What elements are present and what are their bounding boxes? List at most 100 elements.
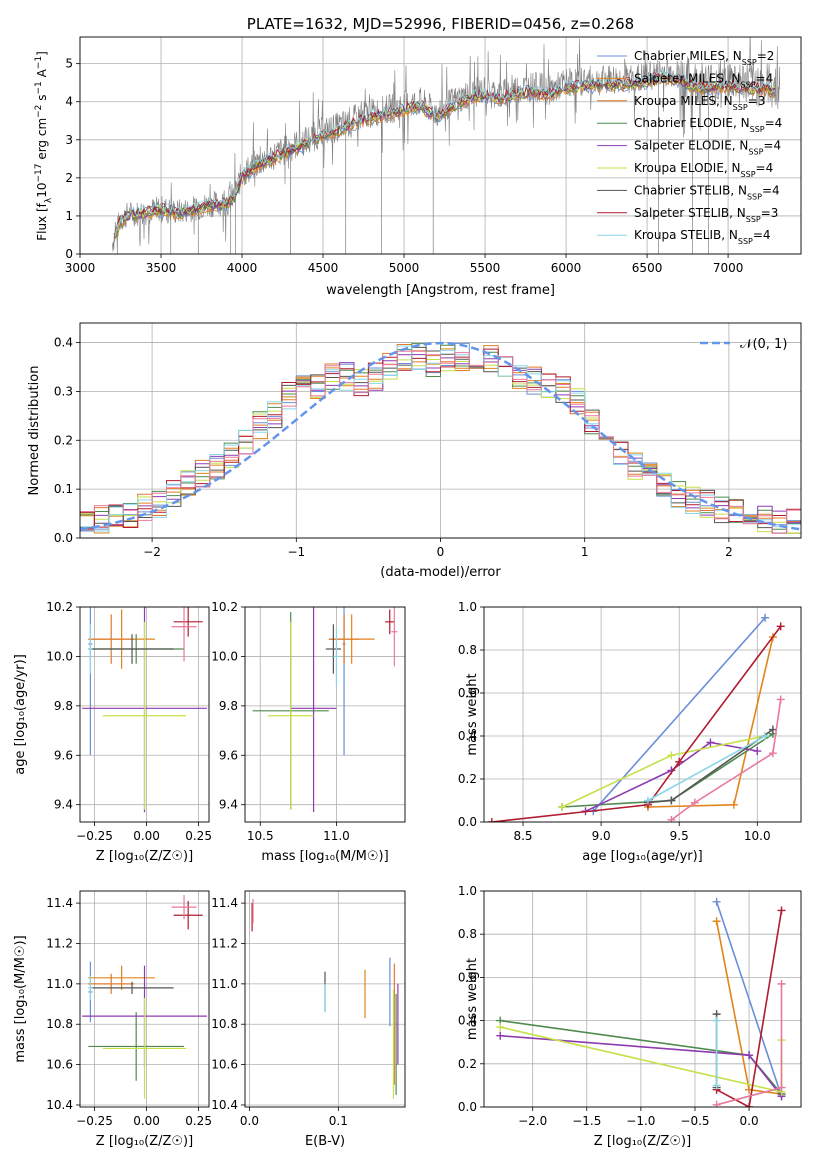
y-tick-label: 10.4 <box>46 1098 73 1112</box>
histogram-panel: −2 −1 0 1 2 0.0 0.1 0.2 0.3 0.4 (data-model)/error… <box>27 322 802 580</box>
y-tick-label: 0.6 <box>458 970 477 984</box>
y-tick-label: 0.2 <box>54 433 73 447</box>
data-point-marker <box>712 917 721 926</box>
x-axis-label: Z [log₁₀(Z/Z☉)] <box>96 849 193 864</box>
legend-nssp: =4 <box>762 183 780 197</box>
legend-series-name: Chabrier MILES, N <box>634 49 742 63</box>
y-tick-label: 9.8 <box>54 699 73 713</box>
legend-label: Kroupa STELIB, NSSP=4 <box>634 228 771 246</box>
data-point-marker <box>768 749 777 758</box>
y-tick-label: 10.0 <box>211 649 238 663</box>
legend-label: Salpeter STELIB, NSSP=3 <box>634 206 778 224</box>
y-tick-label: 1.0 <box>458 600 477 614</box>
data-point-marker <box>667 751 676 760</box>
x-tick-label: −1 <box>287 545 305 559</box>
y-axis-label-part: −1 <box>34 56 44 69</box>
y-tick-label: 3 <box>65 133 73 147</box>
x-axis-label: Z [log₁₀(Z/Z☉)] <box>594 1134 691 1149</box>
x-tick-label: 3500 <box>146 261 177 275</box>
y-tick-label: 9.8 <box>219 699 238 713</box>
legend-nssp: =4 <box>753 228 771 242</box>
axes-frame <box>79 890 210 1108</box>
y-tick-label: 9.4 <box>219 798 238 812</box>
x-axis-label: Z [log₁₀(Z/Z☉)] <box>96 1134 193 1149</box>
legend-nssp: =4 <box>756 161 774 175</box>
y-axis-label-part: A <box>35 68 49 81</box>
data-point-marker <box>706 738 715 747</box>
axes-frame <box>244 890 406 1108</box>
x-tick-label: −0.5 <box>680 1114 709 1128</box>
data-point-marker <box>712 1081 721 1090</box>
legend-nssp: =2 <box>757 49 775 63</box>
mass-weight-panel: 8.5 9.0 9.5 10.0 0.0 0.2 0.4 0.6 0.8 1.0 age [log₁… <box>458 600 802 864</box>
legend-subscript: SSP <box>741 170 756 179</box>
legend-label: Kroupa MILES, NSSP=3 <box>634 94 765 112</box>
data-point-marker <box>777 979 786 988</box>
errorbar-panel: −0.25 0.00 0.25 10.4 10.6 10.8 11.0 11.2 11.4 Z [… <box>13 890 212 1149</box>
data-point-marker <box>667 796 676 805</box>
errorbar-panel: 10.5 11.0 9.4 9.6 9.8 10.0 10.2 mass [log₁₀(M/M… <box>211 600 406 864</box>
errorbar-plot-area <box>252 607 398 813</box>
y-tick-label: 0.4 <box>458 729 477 743</box>
x-axis-label: mass [log₁₀(M/M☉)] <box>261 849 388 864</box>
y-tick-label: 0.6 <box>458 686 477 700</box>
y-tick-label: 0.3 <box>54 384 73 398</box>
mass-weight-panel: −2.0 −1.5 −1.0 −0.5 0.0 0.0 0.2 0.4 0.6 0.8 1.0 Z [… <box>458 884 802 1149</box>
x-tick-label: 11.0 <box>323 829 350 843</box>
x-tick-label: 0.1 <box>329 1114 348 1128</box>
x-tick-label: 10.0 <box>744 829 771 843</box>
data-point-marker <box>643 796 652 805</box>
legend-label: Salpeter MILES, NSSP=4 <box>634 71 773 89</box>
legend-nssp: =4 <box>765 116 783 130</box>
series-line <box>585 741 758 813</box>
x-tick-label: 3000 <box>65 261 96 275</box>
data-point-marker <box>745 1051 754 1060</box>
y-axis-label: mass [log₁₀(M/M☉)] <box>13 935 28 1062</box>
x-tick-label: 0.0 <box>740 1114 759 1128</box>
data-point-marker <box>496 1023 505 1032</box>
data-point-marker <box>777 906 786 915</box>
data-point-marker <box>496 1031 505 1040</box>
y-tick-label: 4 <box>65 95 73 109</box>
x-tick-label: 7000 <box>713 261 744 275</box>
y-axis-label: Normed distribution <box>27 366 42 496</box>
data-point-marker <box>690 798 699 807</box>
x-tick-label: −1.5 <box>572 1114 601 1128</box>
errorbar-panel: −0.25 0.00 0.25 9.4 9.6 9.8 10.0 10.2 Z [log₁₀(Z… <box>13 600 212 864</box>
data-point-marker <box>745 1103 754 1107</box>
histogram-step <box>80 359 801 534</box>
x-tick-label: 0.25 <box>185 1114 212 1128</box>
axes-frame <box>79 322 802 539</box>
y-axis-label: mass weight <box>465 673 480 755</box>
y-axis-label-part: s <box>35 95 49 105</box>
y-axis-label-part: −1 <box>34 81 44 94</box>
y-tick-label: 0.2 <box>458 1057 477 1071</box>
y-tick-label: 10.2 <box>46 600 73 614</box>
y-tick-label: 9.4 <box>54 798 73 812</box>
y-tick-label: 10.4 <box>211 1098 238 1112</box>
axes-frame <box>79 36 802 255</box>
legend-nssp: =3 <box>761 206 779 220</box>
histogram-step <box>80 348 801 528</box>
errorbar-plot-area <box>82 895 207 1099</box>
data-point-marker <box>776 622 785 631</box>
x-tick-label: −2 <box>143 545 161 559</box>
legend-subscript: SSP <box>748 147 763 156</box>
x-tick-label: 1 <box>581 545 589 559</box>
axes-frame <box>244 606 406 823</box>
data-point-marker <box>776 695 785 704</box>
legend-subscript: SSP <box>746 214 761 223</box>
data-point-marker <box>712 897 721 906</box>
axes-frame <box>79 606 210 823</box>
legend-label: 𝒩(0, 1) <box>740 337 787 352</box>
data-point-marker <box>712 1100 721 1107</box>
data-point-marker <box>712 1016 721 1025</box>
y-tick-label: 10.8 <box>46 1017 73 1031</box>
x-axis-label: (data-model)/error <box>380 565 501 580</box>
y-tick-label: 0.1 <box>54 482 73 496</box>
y-tick-label: 0.8 <box>458 643 477 657</box>
legend-subscript: SSP <box>750 125 765 134</box>
legend-label: Chabrier STELIB, NSSP=4 <box>634 183 780 201</box>
y-tick-label: 2 <box>65 171 73 185</box>
x-tick-label: −2.0 <box>518 1114 547 1128</box>
